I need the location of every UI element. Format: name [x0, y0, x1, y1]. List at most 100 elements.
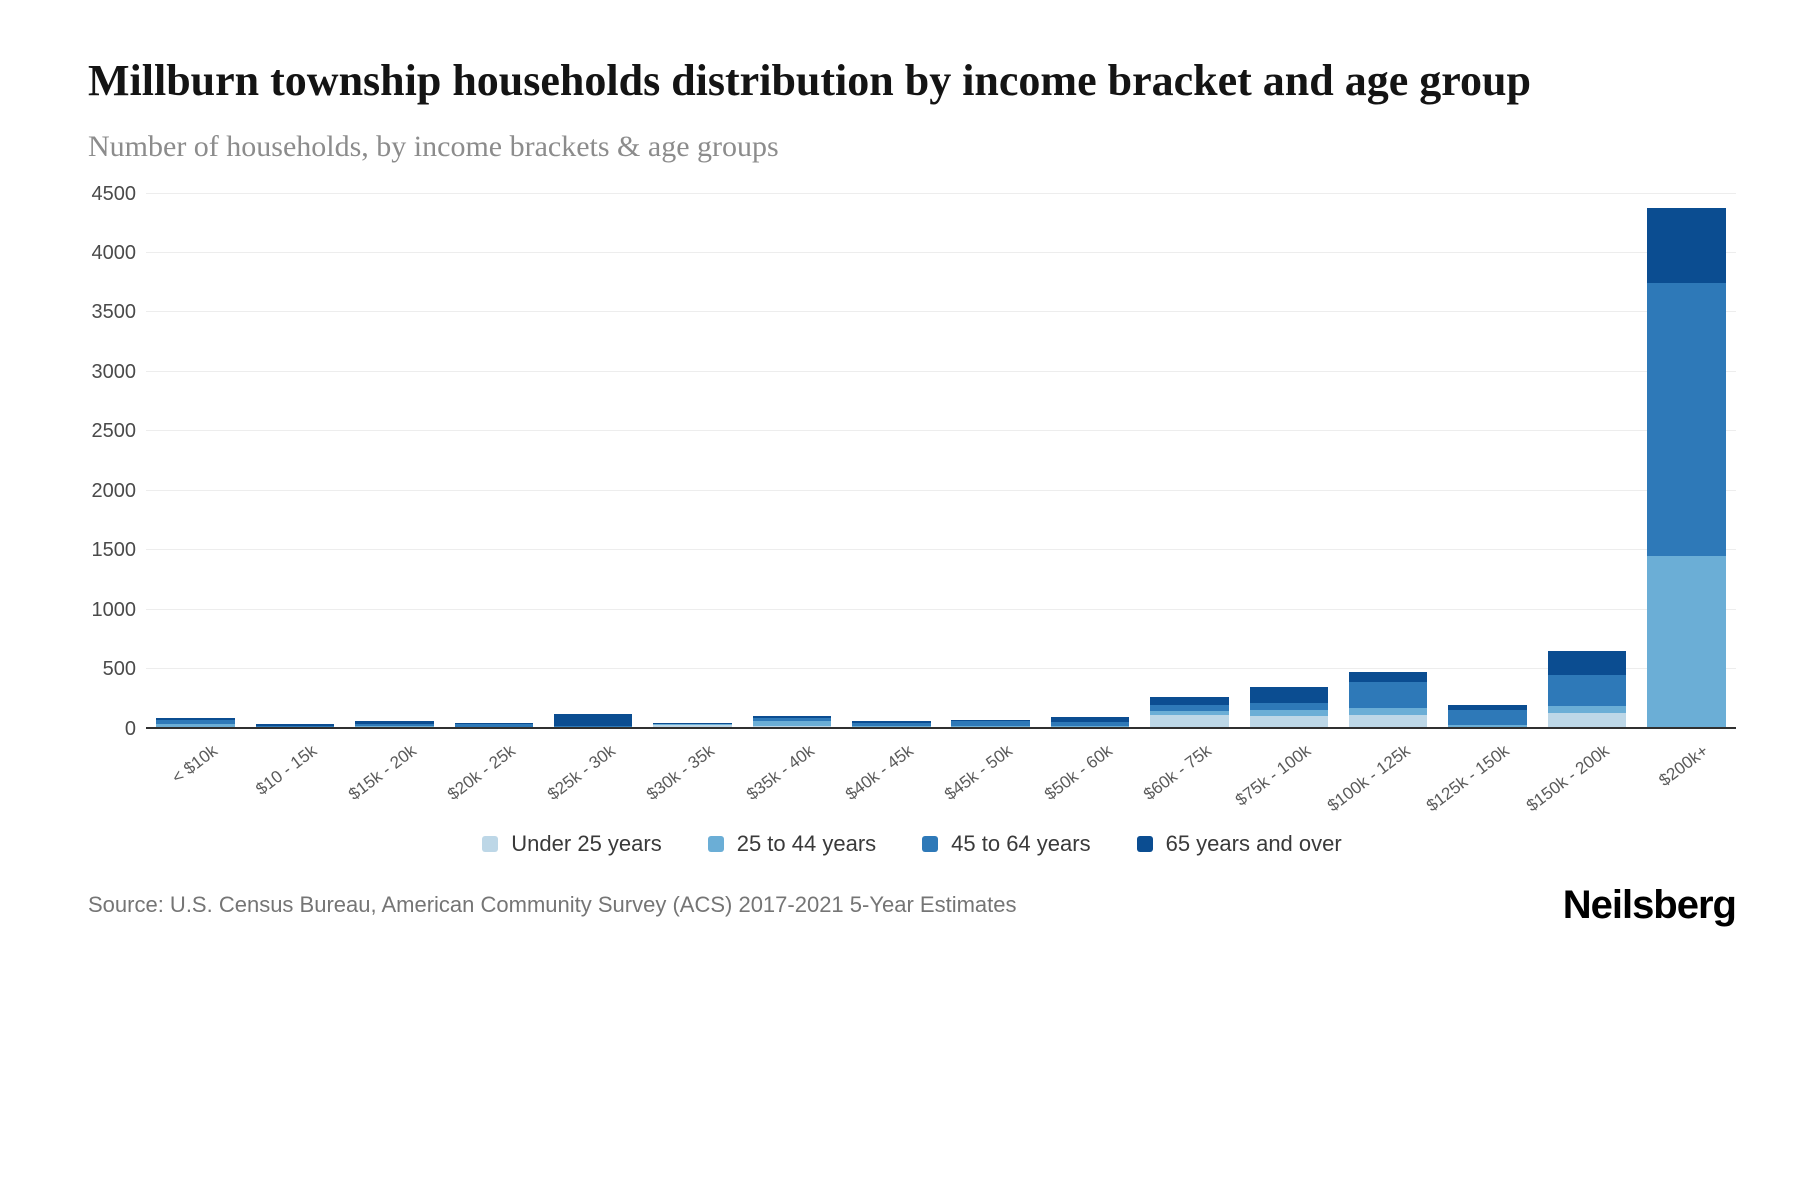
stacked-bar[interactable] — [951, 194, 1030, 729]
x-tick: $10 - 15k — [245, 729, 344, 829]
source-text: Source: U.S. Census Bureau, American Com… — [88, 892, 1017, 918]
legend-item[interactable]: 45 to 64 years — [922, 831, 1091, 857]
bar-segment[interactable] — [1547, 674, 1627, 707]
bar-segment[interactable] — [653, 723, 732, 724]
bar-segment[interactable] — [454, 722, 534, 725]
stacked-bar[interactable] — [255, 194, 335, 729]
stacked-bar[interactable] — [454, 194, 534, 729]
chart-footer: Source: U.S. Census Bureau, American Com… — [88, 882, 1737, 928]
stacked-bar[interactable] — [553, 194, 633, 729]
bar-segment[interactable] — [1150, 714, 1229, 729]
gridline — [146, 549, 1736, 551]
x-tick-label: $15k - 20k — [345, 740, 420, 804]
stacked-bar[interactable] — [355, 194, 434, 729]
bar-segment[interactable] — [1448, 705, 1527, 710]
x-tick: $20k - 25k — [444, 729, 543, 829]
bar-segment[interactable] — [1348, 682, 1428, 709]
bar-slot — [1438, 194, 1537, 729]
x-tick: < $10k — [146, 729, 245, 829]
bar-segment[interactable] — [852, 721, 931, 724]
bar-slot — [1239, 194, 1338, 729]
x-tick-label: < $10k — [168, 740, 222, 787]
gridline — [146, 430, 1736, 432]
bar-segment[interactable] — [1647, 207, 1726, 283]
x-tick-label: $35k - 40k — [742, 740, 818, 804]
bar-slot — [842, 194, 941, 729]
bar-segment[interactable] — [1249, 703, 1329, 710]
bar-segment[interactable] — [1348, 714, 1428, 729]
legend-item[interactable]: Under 25 years — [482, 831, 662, 857]
bar-segment[interactable] — [1150, 710, 1229, 715]
bar-segment[interactable] — [255, 723, 335, 726]
bar-segment[interactable] — [1348, 671, 1428, 683]
stacked-bar[interactable] — [752, 194, 832, 729]
gridline — [146, 370, 1736, 372]
stacked-bar[interactable] — [1150, 194, 1229, 729]
gridline — [146, 668, 1736, 670]
y-tick-label: 1000 — [91, 598, 137, 621]
chart-title: Millburn township households distributio… — [88, 56, 1531, 105]
x-tick-label: $10 - 15k — [252, 740, 321, 799]
stacked-bar[interactable] — [1448, 194, 1527, 729]
bar-segment[interactable] — [156, 724, 235, 729]
gridline — [146, 192, 1736, 194]
bar-segment[interactable] — [1647, 282, 1726, 557]
bar-segment[interactable] — [852, 723, 931, 727]
y-tick-label: 500 — [102, 658, 136, 681]
legend-item[interactable]: 65 years and over — [1136, 830, 1342, 857]
bar-segment[interactable] — [1448, 709, 1527, 726]
bar-segment[interactable] — [355, 723, 434, 727]
bar-segment[interactable] — [355, 721, 434, 724]
bar-segment[interactable] — [1547, 713, 1627, 729]
bar-segment[interactable] — [156, 720, 235, 725]
bar-segment[interactable] — [752, 721, 832, 727]
bar-segment[interactable] — [951, 721, 1030, 726]
stacked-bar[interactable] — [1249, 194, 1329, 729]
x-tick: $25k - 30k — [544, 729, 643, 829]
brand-logo: Neilsberg — [1562, 882, 1737, 927]
bar-segment[interactable] — [255, 725, 335, 728]
gridline — [146, 608, 1736, 610]
bar-segment[interactable] — [1647, 556, 1726, 729]
bar-segment[interactable] — [1050, 717, 1130, 723]
bar-segment[interactable] — [1547, 650, 1627, 675]
bar-segment[interactable] — [1150, 705, 1229, 711]
stacked-bar[interactable] — [852, 194, 931, 729]
bar-segment[interactable] — [951, 719, 1030, 722]
legend-label: 65 years and over — [1165, 830, 1342, 856]
bar-segment[interactable] — [1249, 687, 1329, 704]
bar-segment[interactable] — [454, 724, 534, 727]
stacked-bar[interactable] — [653, 194, 732, 729]
bar-slot — [1040, 194, 1139, 729]
bar-segment[interactable] — [752, 715, 832, 718]
x-tick-label: $20k - 25k — [444, 740, 520, 804]
bar-segment[interactable] — [553, 714, 633, 727]
bar-segment[interactable] — [653, 724, 732, 726]
x-tick: $35k - 40k — [742, 729, 841, 829]
bar-slot — [444, 194, 543, 729]
y-tick-label: 4500 — [91, 182, 137, 205]
bar-segment[interactable] — [752, 717, 832, 722]
legend-swatch — [707, 835, 724, 852]
bar-segment[interactable] — [156, 717, 235, 721]
stacked-bar[interactable] — [1050, 194, 1130, 729]
x-tick: $60k - 75k — [1140, 729, 1239, 829]
y-axis: 0 500 1000 1500 2000 2500 3000 3500 4000 4500 — [88, 184, 146, 739]
bar-segment[interactable] — [1050, 722, 1130, 726]
stacked-bar[interactable] — [1547, 194, 1627, 729]
bar-slot — [345, 194, 444, 729]
bar-slot — [245, 194, 344, 729]
legend-item[interactable]: 25 to 44 years — [707, 831, 876, 857]
bar-segment[interactable] — [1249, 709, 1329, 717]
bar-segment[interactable] — [1348, 708, 1428, 715]
y-tick-label: 4000 — [91, 242, 137, 265]
bar-segment[interactable] — [1547, 706, 1627, 714]
x-tick-label: $75k - 100k — [1231, 740, 1315, 810]
bar-slot — [1637, 194, 1736, 729]
stacked-bar[interactable] — [1647, 194, 1726, 729]
bar-segment[interactable] — [1249, 716, 1329, 729]
bar-segment[interactable] — [1150, 697, 1229, 706]
bar-segment[interactable] — [653, 723, 732, 725]
stacked-bar[interactable] — [156, 194, 235, 729]
stacked-bar[interactable] — [1348, 194, 1428, 729]
